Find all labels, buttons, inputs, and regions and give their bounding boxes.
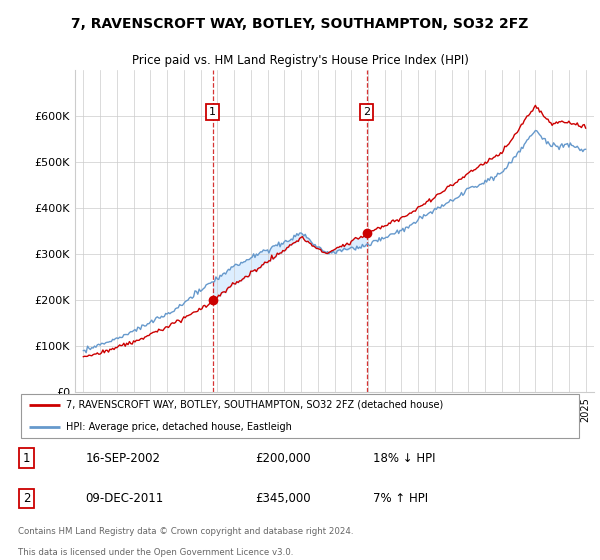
Text: 7, RAVENSCROFT WAY, BOTLEY, SOUTHAMPTON, SO32 2FZ: 7, RAVENSCROFT WAY, BOTLEY, SOUTHAMPTON,… xyxy=(71,17,529,31)
FancyBboxPatch shape xyxy=(21,394,579,438)
Text: 2: 2 xyxy=(23,492,30,505)
Text: 1: 1 xyxy=(209,107,216,117)
Text: 1: 1 xyxy=(23,451,30,465)
Text: 18% ↓ HPI: 18% ↓ HPI xyxy=(373,451,436,465)
Text: 7, RAVENSCROFT WAY, BOTLEY, SOUTHAMPTON, SO32 2FZ (detached house): 7, RAVENSCROFT WAY, BOTLEY, SOUTHAMPTON,… xyxy=(66,400,443,410)
Text: Contains HM Land Registry data © Crown copyright and database right 2024.: Contains HM Land Registry data © Crown c… xyxy=(18,526,353,536)
Text: 2: 2 xyxy=(363,107,370,117)
Text: Price paid vs. HM Land Registry's House Price Index (HPI): Price paid vs. HM Land Registry's House … xyxy=(131,54,469,67)
Text: 16-SEP-2002: 16-SEP-2002 xyxy=(86,451,161,465)
Text: HPI: Average price, detached house, Eastleigh: HPI: Average price, detached house, East… xyxy=(66,422,292,432)
Text: This data is licensed under the Open Government Licence v3.0.: This data is licensed under the Open Gov… xyxy=(18,548,293,557)
Text: £200,000: £200,000 xyxy=(255,451,311,465)
Text: 7% ↑ HPI: 7% ↑ HPI xyxy=(373,492,428,505)
Text: £345,000: £345,000 xyxy=(255,492,311,505)
Text: 09-DEC-2011: 09-DEC-2011 xyxy=(86,492,164,505)
